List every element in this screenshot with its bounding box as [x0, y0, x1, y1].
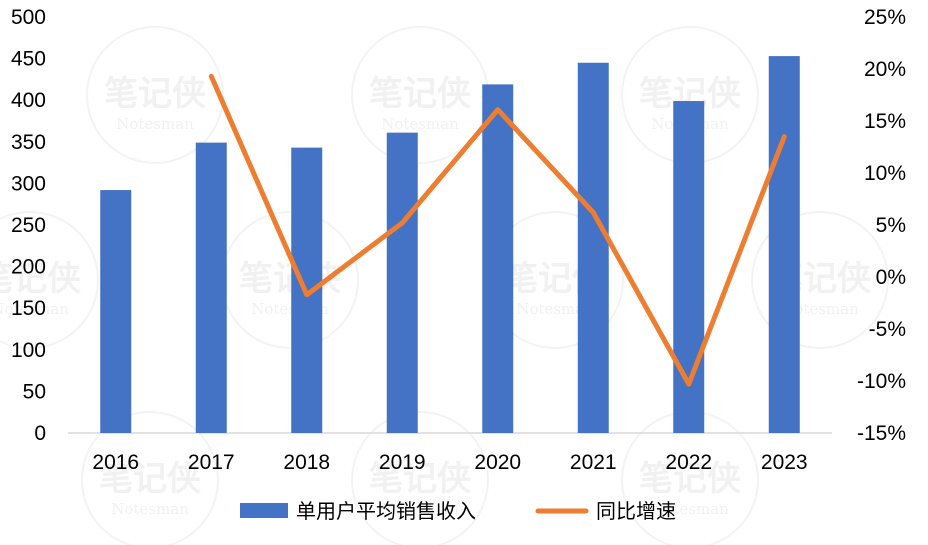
left-tick-label: 100 — [11, 339, 46, 362]
watermark-ring — [81, 411, 219, 545]
left-tick-label: 0 — [34, 422, 46, 445]
watermark-text: 笔记侠 — [369, 74, 472, 114]
watermark-text: 笔记侠 — [104, 74, 207, 114]
bar — [482, 84, 514, 433]
right-tick-label: 25% — [864, 6, 906, 29]
legend-label-bar: 单用户平均销售收入 — [296, 499, 476, 523]
left-tick-label: 450 — [11, 48, 46, 71]
watermark-subtext: Notesman — [516, 300, 594, 318]
x-tick-label: 2018 — [283, 451, 330, 474]
watermark-subtext: Notesman — [781, 300, 859, 318]
watermark-ring — [0, 211, 99, 349]
right-tick-label: 10% — [864, 162, 906, 185]
watermark-text: 笔记侠 — [99, 459, 202, 499]
watermark-subtext: Notesman — [116, 115, 194, 133]
right-tick-label: 5% — [876, 214, 906, 237]
right-tick-label: -15% — [857, 422, 906, 445]
line-series — [208, 73, 787, 387]
watermark-subtext: Notesman — [651, 500, 729, 518]
bar — [195, 142, 227, 433]
right-tick-label: -10% — [857, 370, 906, 393]
watermark-subtext: Notesman — [0, 300, 69, 318]
watermark-subtext: Notesman — [381, 115, 459, 133]
x-tick-label: 2016 — [92, 451, 139, 474]
watermark-ring — [86, 26, 224, 164]
watermark-text: 笔记侠 — [639, 459, 742, 499]
left-tick-label: 400 — [11, 89, 46, 112]
left-tick-label: 500 — [11, 6, 46, 29]
x-tick-label: 2017 — [188, 451, 235, 474]
watermark-subtext: Notesman — [381, 500, 459, 518]
x-tick-label: 2020 — [474, 451, 521, 474]
right-tick-label: 15% — [864, 110, 906, 133]
x-tick-label: 2021 — [570, 451, 617, 474]
right-tick-label: 0% — [876, 266, 906, 289]
right-tick-label: -5% — [869, 318, 906, 341]
legend: 单用户平均销售收入 同比增速 — [240, 499, 676, 523]
x-axis-ticks: 2016 2017 2018 2019 2020 2021 2022 2023 — [92, 451, 807, 474]
watermark-text: 笔记侠 — [369, 459, 472, 499]
bar — [386, 132, 418, 433]
bar-series — [100, 56, 800, 434]
watermark-ring — [751, 211, 889, 349]
left-tick-label: 50 — [23, 380, 46, 403]
right-tick-label: 20% — [864, 58, 906, 81]
left-tick-label: 200 — [11, 256, 46, 279]
left-tick-label: 150 — [11, 297, 46, 320]
legend-label-line: 同比增速 — [596, 499, 676, 523]
bar — [768, 56, 800, 433]
bar — [577, 62, 609, 433]
legend-swatch-bar — [240, 503, 288, 518]
left-tick-label: 350 — [11, 131, 46, 154]
watermark-text: 笔记侠 — [0, 259, 82, 299]
x-tick-label: 2019 — [379, 451, 426, 474]
right-axis-ticks: -15% -10% -5% 0% 5% 10% 15% 20% 25% — [857, 6, 906, 445]
watermark-ring — [351, 411, 489, 545]
left-tick-label: 300 — [11, 172, 46, 195]
left-axis-ticks: 0 50 100 150 200 250 300 350 400 450 500 — [11, 6, 46, 445]
x-tick-label: 2023 — [761, 451, 808, 474]
left-tick-label: 250 — [11, 214, 46, 237]
x-tick-label: 2022 — [665, 451, 712, 474]
watermark-subtext: Notesman — [111, 500, 189, 518]
bar — [100, 190, 132, 433]
